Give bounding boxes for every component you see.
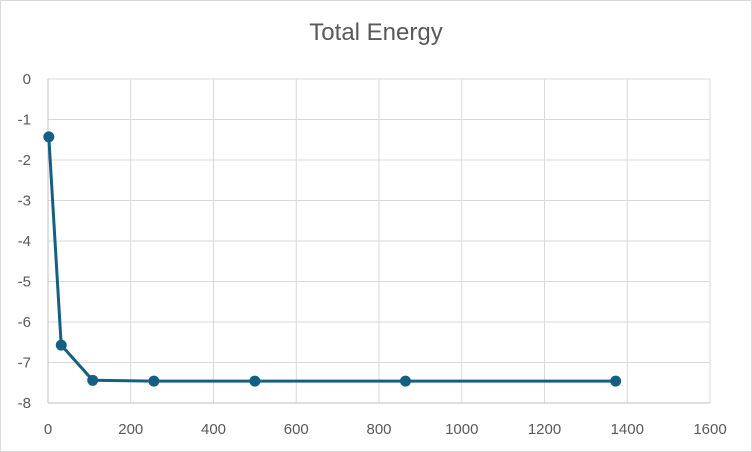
data-point <box>148 375 160 387</box>
y-tick-label: -1 <box>18 112 31 129</box>
series-line <box>47 135 618 383</box>
data-point <box>249 375 261 387</box>
x-tick-label: 600 <box>284 421 309 438</box>
y-tick-label: -7 <box>18 355 31 372</box>
x-tick-label: 800 <box>366 421 391 438</box>
x-tick-label: 1400 <box>611 421 644 438</box>
y-tick-label: -2 <box>18 152 31 169</box>
y-tick-label: 0 <box>23 71 31 88</box>
data-point <box>87 374 99 386</box>
data-point <box>55 339 67 351</box>
data-point <box>610 375 622 387</box>
x-tick-label: 1200 <box>528 421 561 438</box>
y-tick-label: -8 <box>18 395 31 412</box>
x-tick-label: 1000 <box>445 421 478 438</box>
data-point <box>399 375 411 387</box>
gridlines <box>48 78 711 403</box>
data-point <box>43 131 55 143</box>
x-tick-label: 1600 <box>693 421 726 438</box>
y-tick-label: -6 <box>18 314 31 331</box>
series <box>43 131 622 387</box>
x-tick-label: 0 <box>44 421 52 438</box>
x-tick-label: 400 <box>201 421 226 438</box>
y-tick-label: -5 <box>18 274 31 291</box>
tick-labels: 0 200 400 600 800 1000 1200 1400 1600 0 -1 -2 -3 -4 -5… <box>18 71 727 438</box>
y-tick-label: -4 <box>18 233 31 250</box>
y-tick-label: -3 <box>18 193 31 210</box>
chart-title: Total Energy <box>309 19 443 46</box>
x-tick-label: 200 <box>118 421 143 438</box>
